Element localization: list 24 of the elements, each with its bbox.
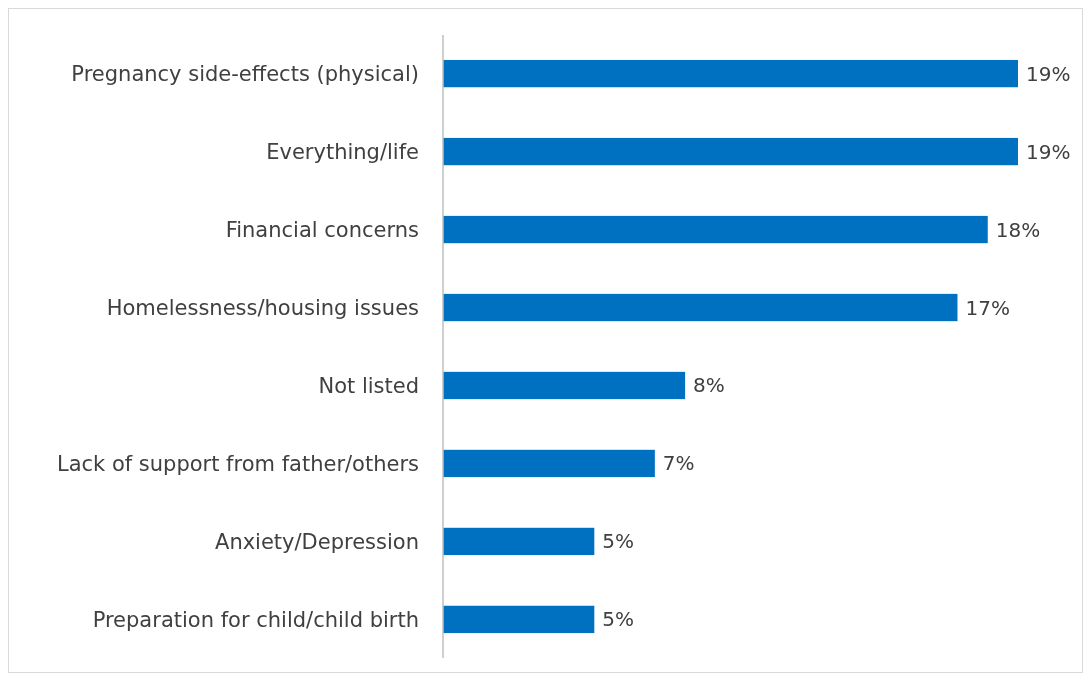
- bar: [443, 137, 1018, 166]
- y-tick-label: Preparation for child/child birth: [92, 607, 419, 632]
- bar: [443, 59, 1018, 88]
- bar: [443, 605, 595, 634]
- y-tick-label: Lack of support from father/others: [56, 451, 419, 476]
- data-label: 5%: [602, 607, 635, 632]
- y-tick-label: Pregnancy side-effects (physical): [71, 61, 419, 86]
- y-tick-label: Everything/life: [266, 139, 419, 164]
- bar: [443, 371, 686, 400]
- data-label: 19%: [1026, 61, 1071, 86]
- y-tick-label: Not listed: [318, 373, 419, 398]
- bar: [443, 215, 988, 244]
- bar: [443, 527, 595, 556]
- y-tick-label: Financial concerns: [225, 217, 419, 242]
- bar: [443, 449, 655, 478]
- data-label: 19%: [1026, 139, 1071, 164]
- data-label: 8%: [693, 373, 725, 398]
- data-label: 7%: [662, 451, 695, 476]
- y-tick-label: Homelessness/housing issues: [106, 295, 419, 320]
- bar: [443, 293, 958, 322]
- data-label: 17%: [965, 295, 1010, 320]
- data-label: 18%: [995, 217, 1041, 242]
- y-tick-label: Anxiety/Depression: [215, 529, 419, 554]
- data-label: 5%: [602, 529, 635, 554]
